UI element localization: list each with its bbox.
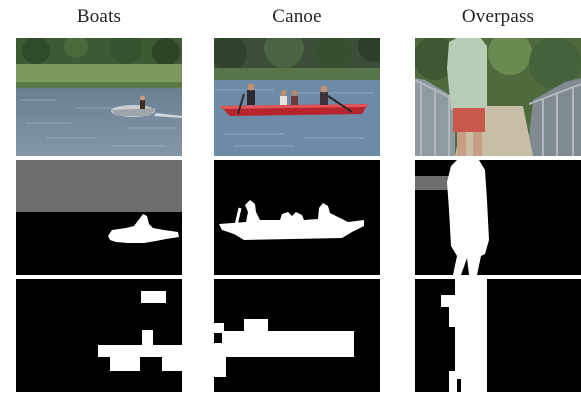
column-title: Boats: [76, 6, 122, 27]
boats-ground-truth-mask: [16, 160, 182, 275]
column-title: Canoe: [272, 6, 322, 27]
canoe-video-frame: [214, 38, 380, 156]
boats-video-frame: [16, 38, 182, 156]
overpass-video-frame: [415, 38, 581, 156]
canoe-ground-truth-mask: [214, 160, 380, 275]
overpass-ground-truth-mask: [415, 160, 581, 275]
boats-detection-mask: [16, 279, 182, 392]
overpass-detection-mask: [415, 279, 581, 392]
canoe-detection-mask: [214, 279, 380, 392]
column-title: Overpass: [461, 6, 535, 27]
